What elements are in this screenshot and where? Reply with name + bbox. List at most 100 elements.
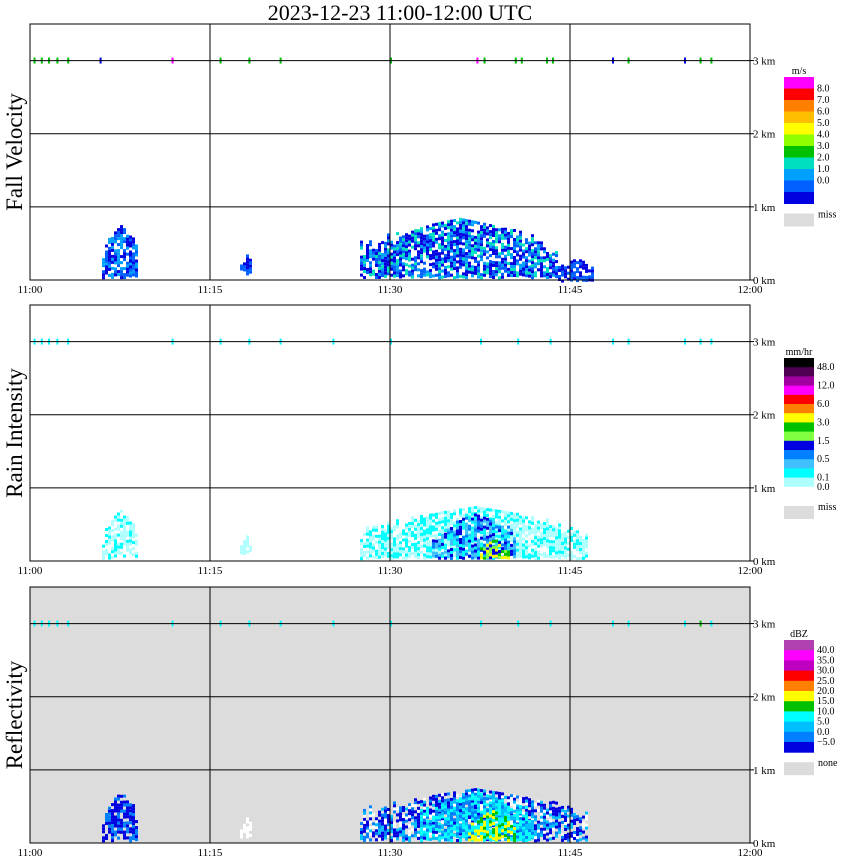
echo-cell	[456, 227, 459, 231]
echo-cell	[111, 260, 114, 264]
echo-cell	[123, 249, 126, 253]
echo-cell	[426, 546, 429, 550]
echo-cell	[492, 533, 495, 537]
echo-cell	[570, 825, 573, 829]
echo-cell	[519, 236, 522, 240]
echo-cell	[519, 808, 522, 811]
echo-cell	[507, 252, 510, 256]
echo-cell	[486, 532, 489, 535]
echo-cell	[507, 543, 510, 547]
echo-cell	[474, 810, 477, 814]
echo-cell	[462, 826, 465, 830]
echo-cell	[114, 545, 117, 549]
echo-cell	[246, 826, 249, 830]
echo-cell	[117, 264, 120, 268]
echo-cell	[564, 540, 567, 544]
echo-cell	[468, 231, 471, 235]
echo-cell	[435, 800, 438, 804]
echo-cell	[483, 808, 486, 812]
echo-cell	[495, 530, 498, 534]
echo-cell	[447, 826, 450, 830]
echo-cell	[417, 262, 420, 266]
echo-cell	[510, 526, 513, 530]
echo-cell	[396, 807, 399, 811]
echo-cell	[492, 813, 495, 817]
echo-cell	[579, 548, 582, 551]
echo-cell	[423, 827, 426, 831]
echo-cell	[513, 806, 516, 810]
echo-cell	[450, 800, 453, 804]
echo-cell	[453, 818, 456, 822]
echo-cell	[579, 838, 582, 842]
echo-cell	[405, 248, 408, 252]
echo-cell	[414, 542, 417, 546]
echo-cell	[525, 256, 528, 260]
echo-cell	[135, 832, 138, 836]
echo-cell	[456, 542, 459, 545]
echo-cell	[546, 270, 549, 273]
echo-cell	[381, 262, 384, 266]
echo-cell	[102, 839, 105, 843]
echo-cell	[423, 541, 426, 545]
echo-cell	[573, 813, 576, 816]
echo-cell	[465, 807, 468, 811]
echo-cell	[435, 828, 438, 831]
echo-cell	[477, 233, 480, 237]
echo-cell	[507, 261, 510, 265]
echo-cell	[480, 249, 483, 253]
echo-cell	[408, 243, 411, 247]
echo-cell	[408, 545, 411, 549]
echo-cell	[420, 227, 423, 231]
echo-cell	[429, 513, 432, 517]
echo-cell	[495, 817, 498, 821]
echo-cell	[405, 526, 408, 530]
echo-cell	[132, 258, 135, 262]
legend-label: 1.5	[817, 436, 830, 447]
echo-cell	[546, 811, 549, 815]
echo-cell	[555, 275, 558, 279]
echo-cell	[501, 835, 504, 839]
echo-cell	[462, 230, 465, 234]
echo-cell	[117, 518, 120, 522]
echo-cell	[243, 540, 246, 544]
echo-cell	[498, 255, 501, 259]
echo-cell	[420, 233, 423, 237]
echo-cell	[366, 832, 369, 836]
echo-cell	[555, 554, 558, 558]
echo-cell	[393, 834, 396, 838]
echo-cell	[408, 258, 411, 262]
y-tick-label: 0 km	[753, 275, 776, 287]
echo-cell	[456, 829, 459, 833]
echo-cell	[123, 803, 126, 807]
echo-cell	[510, 811, 513, 815]
echo-cell	[117, 273, 120, 277]
echo-cell	[480, 813, 483, 817]
echo-cell	[117, 252, 120, 256]
echo-cell	[483, 547, 486, 551]
echo-cell	[471, 512, 474, 516]
echo-cell	[426, 255, 429, 259]
echo-cell	[546, 530, 549, 534]
echo-cell	[522, 252, 525, 256]
echo-cell	[459, 532, 462, 535]
echo-cell	[123, 527, 126, 531]
echo-cell	[441, 533, 444, 537]
echo-cell	[396, 247, 399, 251]
echo-cell	[492, 521, 495, 525]
echo-cell	[117, 234, 120, 238]
echo-cell	[117, 794, 120, 798]
echo-cell	[393, 528, 396, 532]
echo-cell	[417, 241, 420, 245]
echo-cell	[426, 534, 429, 538]
x-tick-label: 11:00	[18, 847, 43, 859]
echo-cell	[426, 831, 429, 835]
echo-cell	[528, 259, 531, 263]
echo-cell	[381, 534, 384, 537]
echo-cell	[558, 815, 561, 819]
echo-cell	[429, 233, 432, 237]
echo-cell	[513, 250, 516, 253]
echo-cell	[375, 276, 378, 279]
echo-cell	[504, 230, 507, 234]
echo-cell	[486, 824, 489, 828]
echo-cell	[567, 820, 570, 824]
